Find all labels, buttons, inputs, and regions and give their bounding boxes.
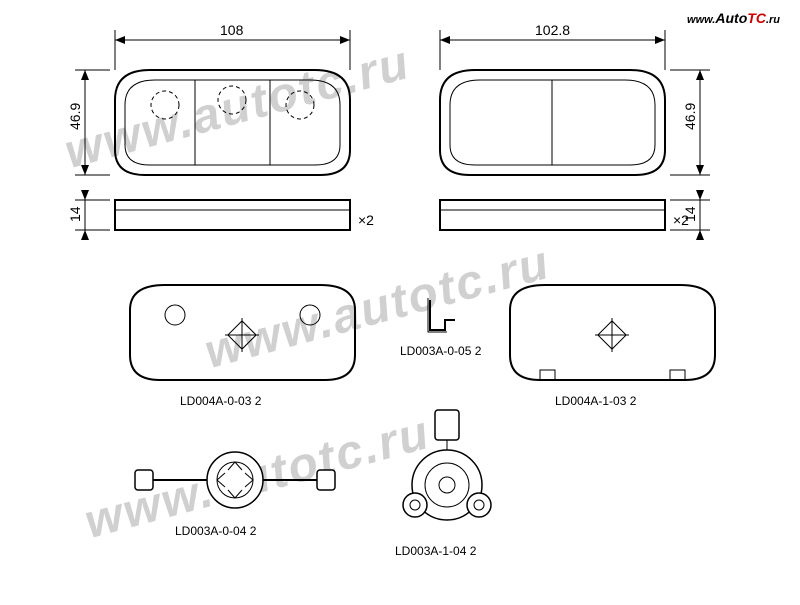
svg-text:×2: ×2 <box>673 212 689 228</box>
spring-clip: LD003A-0-04 2 <box>135 452 335 538</box>
svg-text:46.9: 46.9 <box>67 103 83 130</box>
svg-text:108: 108 <box>220 22 244 38</box>
left-pad-front <box>115 70 350 175</box>
right-pad-side: 14 ×2 <box>440 190 710 240</box>
right-pad-front <box>440 70 665 175</box>
shim-left: LD004A-0-03 2 <box>130 285 355 408</box>
url-ru: .ru <box>766 14 780 26</box>
wear-sensor: LD003A-1-04 2 <box>395 410 491 558</box>
svg-text:×2: ×2 <box>358 212 374 228</box>
url-prefix: www. <box>687 14 715 26</box>
svg-text:LD003A-1-04 2: LD003A-1-04 2 <box>395 544 477 558</box>
dim-right-width: 102.8 <box>440 22 665 70</box>
left-pad-side: 14 ×2 <box>67 190 374 240</box>
svg-text:14: 14 <box>67 206 83 222</box>
dim-left-height: 46.9 <box>67 70 110 175</box>
clip-small: LD003A-0-05 2 <box>400 298 482 358</box>
svg-text:46.9: 46.9 <box>682 103 698 130</box>
dim-left-width: 108 <box>115 22 350 70</box>
svg-text:LD003A-0-05 2: LD003A-0-05 2 <box>400 344 482 358</box>
svg-text:LD004A-0-03 2: LD004A-0-03 2 <box>180 394 262 408</box>
dim-right-height: 46.9 <box>670 70 710 175</box>
url-auto: Auto <box>715 10 747 26</box>
header-url: www.AutoTC.ru <box>687 10 780 26</box>
svg-text:LD004A-1-03 2: LD004A-1-03 2 <box>555 394 637 408</box>
svg-text:102.8: 102.8 <box>535 22 570 38</box>
url-tc: TC <box>747 10 766 26</box>
svg-text:LD003A-0-04 2: LD003A-0-04 2 <box>175 524 257 538</box>
technical-drawing: 108 46.9 14 ×2 <box>0 0 800 600</box>
shim-right: LD004A-1-03 2 <box>510 285 715 408</box>
